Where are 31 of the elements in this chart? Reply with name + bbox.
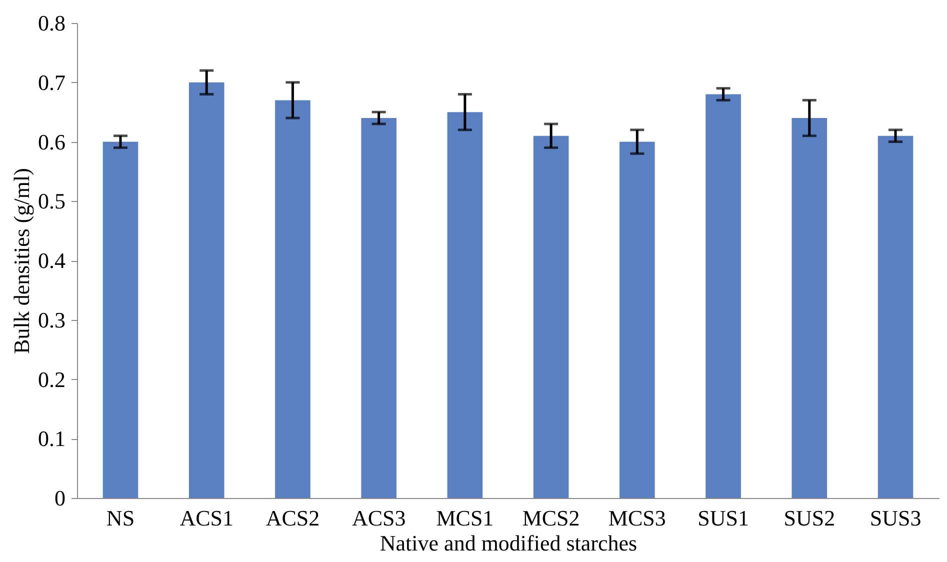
bar: [361, 118, 396, 498]
x-tick-label: SUS1: [698, 506, 749, 530]
bar: [533, 136, 569, 498]
y-tick-label: 0: [54, 486, 66, 510]
y-tick-label: 0.4: [38, 248, 66, 273]
x-tick-label: MCS3: [608, 506, 666, 530]
x-tick-label: SUS2: [784, 506, 836, 530]
bar: [620, 142, 655, 498]
bar: [102, 142, 138, 498]
y-tick-label: 0.3: [38, 307, 66, 332]
x-tick-label: SUS3: [870, 506, 922, 530]
y-tick-label: 0.8: [38, 10, 66, 36]
x-tick-label: MCS1: [436, 506, 494, 530]
bar: [275, 100, 310, 498]
x-axis-title: Native and modified starches: [380, 530, 638, 556]
x-tick-label: NS: [106, 506, 135, 530]
y-tick-label: 0.7: [38, 70, 66, 95]
x-tick-label: MCS2: [522, 506, 580, 530]
bar: [706, 94, 741, 498]
bar: [792, 118, 828, 498]
bar: [447, 112, 483, 498]
y-tick-label: 0.6: [38, 129, 66, 154]
bar: [188, 82, 224, 498]
y-axis-title: Bulk densities (g/ml): [9, 168, 34, 354]
y-tick-label: 0.5: [38, 188, 66, 214]
x-tick-label: ACS1: [180, 506, 234, 530]
x-tick-label: ACS2: [266, 506, 320, 530]
y-tick-label: 0.2: [38, 366, 66, 392]
x-tick-label: ACS3: [352, 506, 406, 530]
y-tick-label: 0.1: [38, 426, 66, 452]
bar: [878, 136, 914, 498]
